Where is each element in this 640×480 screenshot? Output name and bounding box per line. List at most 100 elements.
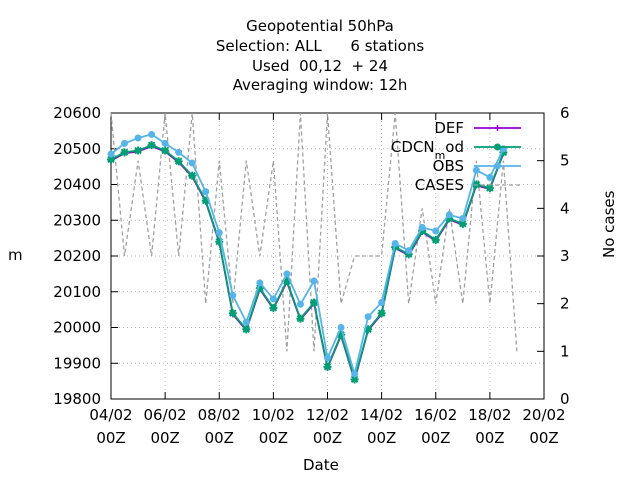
data-point-core	[460, 221, 466, 227]
y2-tick-label: 5	[560, 152, 570, 170]
data-point-core	[243, 326, 249, 332]
data-point	[418, 223, 426, 231]
data-point	[378, 298, 386, 306]
data-point-core	[149, 142, 155, 148]
data-point	[337, 324, 345, 331]
data-point	[472, 166, 480, 174]
legend-marker	[494, 125, 501, 131]
data-point-core	[108, 156, 114, 162]
x-tick-label-date: 16/02	[414, 406, 457, 424]
data-point	[391, 239, 399, 247]
data-point	[215, 229, 223, 237]
x-tick-label-hour: 00Z	[150, 429, 179, 447]
data-point-core	[352, 376, 358, 382]
y2-tick-label: 4	[560, 199, 570, 217]
data-point	[283, 270, 291, 278]
y2-tick-label: 6	[560, 104, 570, 122]
data-point	[121, 139, 129, 147]
data-point	[324, 354, 331, 362]
title-line-3: Used 00,12 + 24	[252, 57, 388, 75]
y-tick-label: 19800	[53, 390, 101, 408]
data-point-core	[433, 237, 439, 243]
legend-marker	[494, 162, 501, 170]
data-point	[161, 139, 169, 147]
y-tick-label: 20300	[53, 211, 101, 229]
x-tick-label-date: 20/02	[522, 406, 565, 424]
data-point	[202, 188, 210, 196]
data-point	[188, 159, 196, 167]
x-tick-label-hour: 00Z	[205, 429, 234, 447]
y-tick-label: 20400	[53, 176, 101, 194]
x-tick-label-hour: 00Z	[96, 429, 125, 447]
data-point-core	[135, 148, 141, 154]
x-tick-label-hour: 00Z	[421, 429, 450, 447]
legend-label-def: DEF	[434, 119, 464, 137]
series-line	[110, 112, 518, 352]
data-point-core	[189, 173, 195, 179]
y-tick-label: 20100	[53, 283, 101, 301]
data-point-core	[284, 278, 290, 284]
data-point-core	[311, 299, 317, 305]
data-point	[432, 227, 440, 235]
data-point-core	[122, 149, 128, 155]
x-tick-label-date: 06/02	[144, 406, 187, 424]
data-point-core	[203, 198, 209, 204]
x-tick-label-date: 12/02	[306, 406, 349, 424]
x-tick-label-hour: 00Z	[259, 429, 288, 447]
data-point	[148, 130, 156, 138]
x-tick-label-hour: 00Z	[367, 429, 396, 447]
data-point-core	[176, 158, 182, 164]
data-point	[459, 214, 467, 222]
data-point-core	[379, 310, 385, 316]
data-point	[445, 211, 453, 219]
data-point	[242, 318, 250, 326]
title-line-4: Averaging window: 12h	[232, 76, 408, 94]
legend-marker	[494, 143, 501, 151]
x-tick-label-date: 08/02	[198, 406, 241, 424]
x-tick-label-date: 10/02	[252, 406, 295, 424]
series-cdcn-mod	[107, 141, 508, 384]
y-tick-label: 19900	[53, 354, 101, 372]
data-point	[310, 277, 318, 285]
y2-tick-label: 0	[560, 390, 570, 408]
data-point	[486, 173, 494, 181]
data-point-core	[487, 185, 493, 191]
y-tick-label: 20200	[53, 247, 101, 265]
data-point	[107, 150, 115, 158]
title-line-1: Geopotential 50hPa	[246, 17, 394, 35]
data-point	[134, 134, 142, 142]
data-point	[256, 279, 264, 287]
x-tick-label-hour: 00Z	[529, 429, 558, 447]
x-tick-label-date: 14/02	[360, 406, 403, 424]
y-tick-label: 20600	[53, 104, 101, 122]
data-point-core	[270, 305, 276, 311]
y2-tick-label: 1	[560, 342, 570, 360]
data-point-core	[365, 326, 371, 332]
y-tick-label: 20500	[53, 140, 101, 158]
y-tick-label: 20000	[53, 319, 101, 337]
data-point-core	[297, 316, 303, 322]
data-point	[175, 148, 183, 156]
data-point	[364, 313, 372, 321]
series-obs	[107, 130, 507, 378]
legend-label-cases: CASES	[415, 176, 464, 194]
data-point-core	[325, 364, 330, 370]
y2-tick-label: 2	[560, 295, 570, 313]
data-point-core	[230, 310, 236, 316]
x-tick-label-hour: 00Z	[313, 429, 342, 447]
legend-label-obs: OBS	[433, 157, 464, 175]
y2-tick-label: 3	[560, 247, 570, 265]
x-tick-label-date: 04/02	[89, 406, 132, 424]
x-tick-label-date: 18/02	[468, 406, 511, 424]
data-point-core	[162, 148, 168, 154]
legend-label-cdcn-mod: CDCNmod	[391, 138, 464, 162]
data-point	[296, 300, 304, 308]
series-cases	[110, 112, 518, 352]
x-axis-label: Date	[303, 456, 339, 474]
title-line-2: Selection: ALL 6 stations	[215, 37, 425, 55]
data-point	[229, 291, 237, 299]
data-point	[405, 247, 413, 255]
data-point	[351, 370, 359, 378]
